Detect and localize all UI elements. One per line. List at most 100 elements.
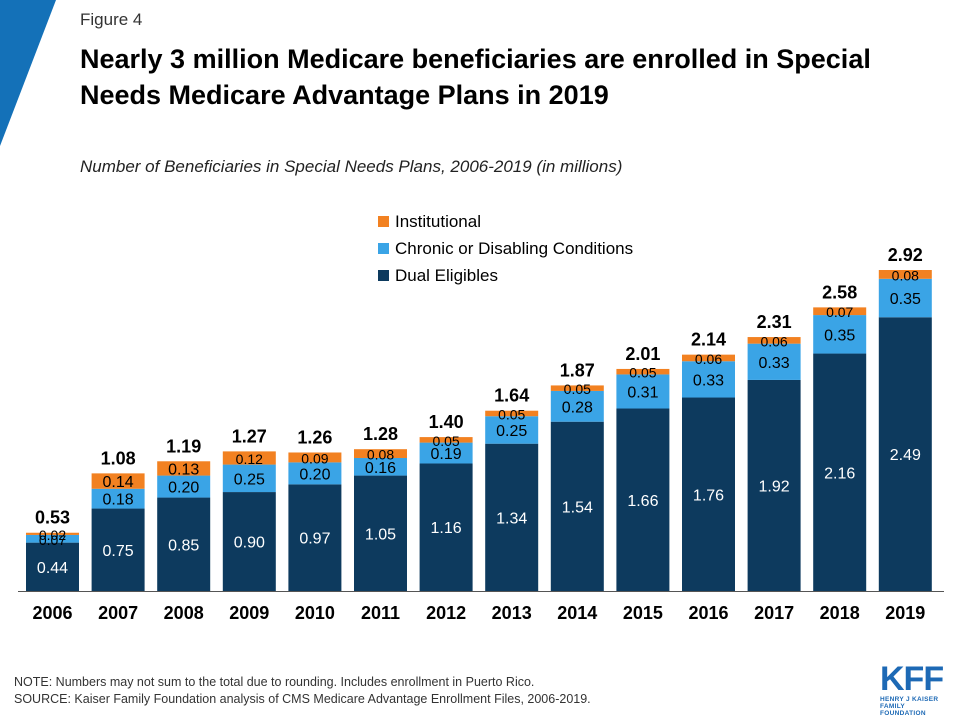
data-label-chronic-2019: 0.35 bbox=[890, 291, 921, 308]
data-label-dual-2011: 1.05 bbox=[365, 526, 396, 543]
total-label-2019: 2.92 bbox=[888, 245, 923, 265]
data-label-institutional-2016: 0.06 bbox=[695, 351, 722, 367]
bar-institutional-2006 bbox=[26, 532, 79, 535]
data-label-chronic-2017: 0.33 bbox=[759, 355, 790, 372]
bar-dual-2009 bbox=[222, 492, 276, 591]
data-label-dual-2013: 1.34 bbox=[496, 510, 527, 527]
data-label-institutional-2009: 0.12 bbox=[236, 451, 263, 467]
total-label-2012: 1.40 bbox=[429, 412, 464, 432]
x-tick-label-2018: 2018 bbox=[820, 603, 860, 623]
bar-dual-2014 bbox=[550, 421, 604, 591]
data-label-chronic-2008: 0.20 bbox=[168, 480, 199, 497]
bar-dual-2007 bbox=[91, 508, 145, 591]
bar-institutional-2009 bbox=[222, 451, 276, 465]
data-label-dual-2015: 1.66 bbox=[627, 493, 658, 510]
bar-chronic-2014 bbox=[550, 390, 604, 422]
bar-dual-2006 bbox=[26, 542, 79, 591]
bar-dual-2015 bbox=[616, 408, 670, 591]
data-label-institutional-2010: 0.09 bbox=[301, 450, 328, 466]
source-text: SOURCE: Kaiser Family Foundation analysi… bbox=[14, 692, 591, 706]
corner-accent bbox=[0, 0, 56, 146]
x-tick-label-2013: 2013 bbox=[492, 603, 532, 623]
bar-dual-2016 bbox=[682, 397, 735, 591]
data-label-chronic-2010: 0.20 bbox=[299, 466, 330, 483]
data-label-chronic-2018: 0.35 bbox=[824, 327, 855, 344]
data-label-chronic-2006: 0.07 bbox=[39, 532, 66, 548]
bar-institutional-2018 bbox=[813, 307, 867, 316]
data-label-institutional-2007: 0.14 bbox=[103, 474, 134, 491]
total-label-2015: 2.01 bbox=[625, 344, 660, 364]
bar-dual-2008 bbox=[157, 497, 211, 591]
data-label-dual-2006: 0.44 bbox=[37, 560, 68, 577]
total-label-2018: 2.58 bbox=[822, 282, 857, 302]
x-tick-label-2015: 2015 bbox=[623, 603, 663, 623]
corner-triangle bbox=[0, 0, 56, 146]
x-tick-label-2017: 2017 bbox=[754, 603, 794, 623]
bar-chronic-2012 bbox=[419, 442, 473, 464]
data-label-chronic-2009: 0.25 bbox=[234, 471, 265, 488]
data-label-institutional-2015: 0.05 bbox=[629, 365, 656, 381]
total-label-2011: 1.28 bbox=[363, 424, 398, 444]
bar-chronic-2011 bbox=[354, 457, 407, 476]
total-label-2007: 1.08 bbox=[101, 448, 136, 468]
data-label-institutional-2019: 0.08 bbox=[892, 267, 919, 283]
total-label-2006: 0.53 bbox=[35, 508, 70, 528]
data-label-dual-2007: 0.75 bbox=[103, 543, 134, 560]
legend-label-chronic: Chronic or Disabling Conditions bbox=[395, 238, 634, 258]
data-label-chronic-2016: 0.33 bbox=[693, 372, 724, 389]
data-label-institutional-2017: 0.06 bbox=[760, 333, 787, 349]
data-label-institutional-2008: 0.13 bbox=[168, 461, 199, 478]
bar-institutional-2013 bbox=[485, 410, 539, 417]
data-label-dual-2014: 1.54 bbox=[562, 499, 593, 516]
data-label-chronic-2007: 0.18 bbox=[103, 492, 134, 509]
data-label-chronic-2013: 0.25 bbox=[496, 423, 527, 440]
bar-dual-2019 bbox=[878, 317, 932, 591]
legend: Institutional Chronic or Disabling Condi… bbox=[378, 208, 633, 289]
chart-subtitle: Number of Beneficiaries in Special Needs… bbox=[80, 157, 623, 176]
bar-chronic-2017 bbox=[747, 343, 801, 380]
data-label-institutional-2014: 0.05 bbox=[564, 381, 591, 397]
bar-institutional-2014 bbox=[550, 385, 604, 391]
x-tick-label-2014: 2014 bbox=[557, 603, 597, 623]
data-label-institutional-2012: 0.05 bbox=[432, 433, 459, 449]
data-label-dual-2019: 2.49 bbox=[890, 447, 921, 464]
legend-label-institutional: Institutional bbox=[395, 211, 481, 231]
legend-item-institutional: Institutional bbox=[378, 208, 633, 235]
bar-dual-2017 bbox=[747, 379, 801, 591]
total-label-2013: 1.64 bbox=[494, 386, 529, 406]
bar-institutional-2011 bbox=[354, 449, 407, 458]
chart-title: Nearly 3 million Medicare beneficiaries … bbox=[80, 44, 871, 110]
total-label-2017: 2.31 bbox=[757, 312, 792, 332]
x-tick-label-2009: 2009 bbox=[229, 603, 269, 623]
data-label-institutional-2011: 0.08 bbox=[367, 447, 394, 463]
data-label-chronic-2011: 0.16 bbox=[365, 460, 396, 477]
data-label-institutional-2006: 0.02 bbox=[39, 527, 66, 543]
bar-institutional-2019 bbox=[878, 270, 932, 279]
legend-item-chronic: Chronic or Disabling Conditions bbox=[378, 235, 633, 262]
total-label-2014: 1.87 bbox=[560, 360, 595, 380]
logo-line1: HENRY J KAISER bbox=[880, 696, 939, 703]
footnote: NOTE: Numbers may not sum to the total d… bbox=[14, 674, 591, 708]
total-label-2010: 1.26 bbox=[297, 427, 332, 447]
logo-mark: KFF bbox=[880, 660, 944, 698]
stacked-bar-chart: 0.440.070.020.5320060.750.180.141.082007… bbox=[18, 245, 944, 623]
data-label-dual-2018: 2.16 bbox=[824, 465, 855, 482]
data-label-dual-2010: 0.97 bbox=[299, 531, 330, 548]
legend-swatch-institutional bbox=[378, 216, 389, 227]
bar-dual-2011 bbox=[354, 475, 407, 591]
x-tick-label-2016: 2016 bbox=[688, 603, 728, 623]
legend-swatch-dual bbox=[378, 270, 389, 281]
data-label-institutional-2018: 0.07 bbox=[826, 304, 853, 320]
bar-institutional-2010 bbox=[288, 452, 342, 463]
bar-chronic-2016 bbox=[682, 361, 735, 398]
data-label-chronic-2015: 0.31 bbox=[627, 384, 658, 401]
bar-dual-2010 bbox=[288, 484, 342, 591]
bar-chronic-2018 bbox=[813, 315, 867, 354]
x-tick-label-2019: 2019 bbox=[885, 603, 925, 623]
data-label-dual-2009: 0.90 bbox=[234, 535, 265, 552]
data-label-dual-2008: 0.85 bbox=[168, 537, 199, 554]
bar-chronic-2015 bbox=[616, 374, 670, 409]
bar-institutional-2012 bbox=[419, 437, 473, 443]
data-label-dual-2016: 1.76 bbox=[693, 487, 724, 504]
bar-institutional-2015 bbox=[616, 368, 670, 375]
